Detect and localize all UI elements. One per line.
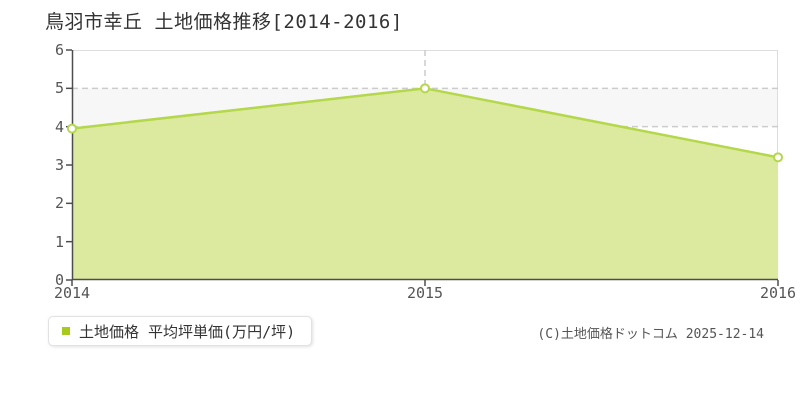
legend-bullet-icon — [62, 327, 70, 335]
y-tick-label: 2 — [54, 194, 64, 213]
chart-title: 鳥羽市幸丘 土地価格推移[2014-2016] — [45, 11, 403, 33]
data-point — [420, 83, 430, 94]
plot-area — [66, 49, 783, 286]
copyright-text: (C)土地価格ドットコム 2025-12-14 — [537, 327, 764, 342]
y-tick-label: 5 — [54, 79, 64, 98]
y-tick-label: 4 — [54, 117, 64, 136]
legend: 土地価格 平均坪単価(万円/坪) — [48, 316, 313, 346]
y-tick-label: 1 — [54, 232, 64, 251]
x-tick-label: 2016 — [759, 284, 797, 302]
x-tick-label: 2015 — [406, 284, 444, 302]
legend-label: 土地価格 平均坪単価(万円/坪) — [79, 322, 296, 341]
y-tick-label: 0 — [54, 271, 64, 289]
data-point — [773, 152, 783, 163]
data-point — [67, 123, 77, 134]
y-tick-label: 3 — [54, 156, 64, 174]
series-area — [72, 88, 778, 280]
x-tick-label: 2014 — [53, 284, 91, 302]
y-tick-label: 6 — [54, 41, 64, 59]
